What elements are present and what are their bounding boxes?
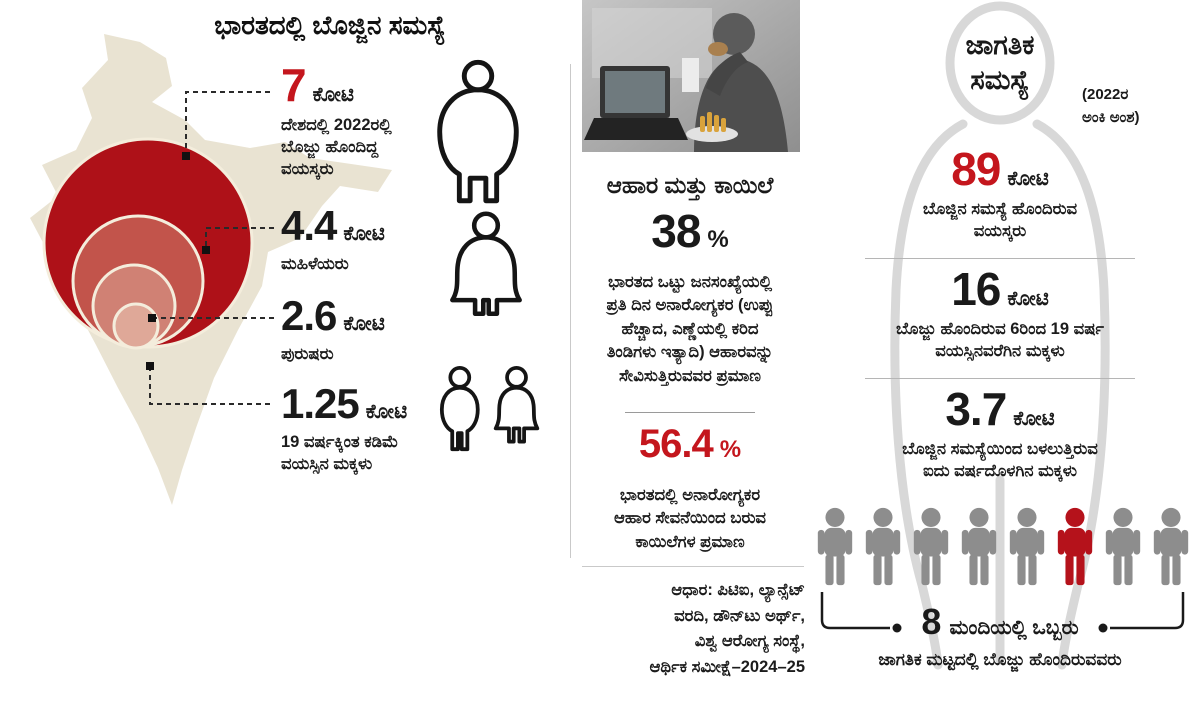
connector-end-square: [182, 152, 190, 160]
photo-burger: [708, 42, 728, 56]
global-body-silhouette: [890, 1, 1110, 670]
stat-desc: ಮಹಿಳೆಯರು: [281, 255, 349, 273]
ratio-bracket: [820, 592, 1185, 633]
stat-value: 38: [651, 205, 701, 257]
stat-unit: %: [707, 226, 729, 253]
stat-value: 3.7: [945, 383, 1007, 435]
stat-divider: [865, 378, 1135, 379]
disease-desc: ಭಾರತದಲ್ಲಿ ಅನಾರೋಗ್ಯಕರ ಆಹಾರ ಸೇವನೆಯಿಂದ ಬರುವ…: [613, 486, 767, 551]
food-section-title: ಆಹಾರ ಮತ್ತು ಕಾಯಿಲೆ: [606, 172, 774, 198]
person-pictogram: [814, 506, 856, 588]
one-in-eight-caption: 8 ಮಂದಿಯಲ್ಲಿ ಒಬ್ಬರು: [890, 604, 1110, 640]
stat-desc: ಪುರುಷರು: [281, 345, 334, 363]
stat-divider: [625, 412, 755, 413]
stat-value: 16: [951, 263, 1001, 315]
stat-desc: ಬೊಜ್ಜಿನ ಸಮಸ್ಯೆ ಹೊಂದಿರುವ ವಯಸ್ಕರು: [922, 200, 1078, 241]
column-divider: [570, 64, 571, 558]
connector-end-square: [202, 246, 210, 254]
connector-line: [149, 370, 270, 405]
stat-divider: [865, 258, 1135, 259]
stat-unit: ಕೋಟಿ: [1007, 288, 1049, 310]
photo-laptop-base: [584, 118, 688, 140]
global-stat-teens: 16 ಕೋಟಿ ಬೊಜ್ಜು ಹೊಂದಿರುವ 6ರಿಂದ 19 ವರ್ಷ ವಯ…: [830, 266, 1170, 362]
connector-end-square: [148, 314, 156, 322]
global-stat-adults: 89 ಕೋಟಿ ಬೊಜ್ಜಿನ ಸಮಸ್ಯೆ ಹೊಂದಿರುವ ವಯಸ್ಕರು: [830, 146, 1170, 242]
global-section-subtitle: (2022ರ ಅಂಕಿ ಅಂಶ): [1082, 86, 1140, 126]
photo-drink-cup: [682, 58, 699, 92]
person-pictogram-highlighted: [1054, 506, 1096, 588]
stat-unit: ಕೋಟಿ: [1007, 168, 1049, 190]
india-stat-children: 1.25 ಕೋಟಿ 19 ವರ್ಷಕ್ಕಿಂತ ಕಡಿಮೆ ವಯಸ್ಸಿನ ಮಕ…: [281, 383, 451, 475]
person-pictogram: [958, 506, 1000, 588]
ratio-label: ಮಂದಿಯಲ್ಲಿ ಒಬ್ಬರು: [949, 617, 1079, 639]
obese-woman-icon: [450, 211, 522, 316]
obese-man-icon: [437, 59, 519, 204]
stat-value: 7: [281, 59, 307, 111]
stat-desc: ಬೊಜ್ಜು ಹೊಂದಿರುವ 6ರಿಂದ 19 ವರ್ಷ ವಯಸ್ಸಿನವರೆ…: [896, 320, 1104, 361]
stat-unit: ಕೋಟಿ: [365, 401, 408, 423]
stat-value: 4.4: [281, 202, 337, 249]
stat-value: 1.25: [281, 380, 360, 427]
photo-fries: [700, 112, 726, 132]
stat-unit: ಕೋಟಿ: [343, 313, 385, 335]
india-stat-women: 4.4 ಕೋಟಿ ಮಹಿಳೆಯರು: [281, 205, 441, 275]
disease-stat: 56.4 %: [570, 424, 810, 464]
source-divider: [582, 566, 804, 567]
obese-children-icons: [439, 366, 540, 452]
india-section-title: ಭಾರತದಲ್ಲಿ ಬೊಜ್ಜಿನ ಸಮಸ್ಯೆ: [214, 10, 446, 40]
global-section-title: ಜಾಗತಿಕ ಸಮಸ್ಯೆ: [965, 30, 1035, 96]
stat-value: 56.4: [638, 422, 714, 466]
connector-end-square: [146, 362, 154, 370]
stat-value: 2.6: [281, 292, 337, 339]
india-map-bubble-chart: [30, 34, 392, 505]
unhealthy-food-desc: ಭಾರತದ ಒಟ್ಟು ಜನಸಂಖ್ಯೆಯಲ್ಲಿ ಪ್ರತಿ ದಿನ ಅನಾರ…: [606, 273, 774, 385]
bubble-1-25-crore: [112, 302, 160, 350]
stat-unit: ಕೋಟಿ: [1013, 408, 1055, 430]
person-pictogram: [1006, 506, 1048, 588]
stat-desc: ಬೊಜ್ಜಿನ ಸಮಸ್ಯೆಯಿಂದ ಬಳಲುತ್ತಿರುವ ಐದು ವರ್ಷದ…: [902, 440, 1098, 481]
photo-man-arm: [706, 52, 748, 96]
stat-unit: ಕೋಟಿ: [343, 223, 385, 245]
person-pictogram: [862, 506, 904, 588]
stat-desc: 19 ವರ್ಷಕ್ಕಿಂತ ಕಡಿಮೆ ವಯಸ್ಸಿನ ಮಕ್ಕಳು: [281, 433, 399, 474]
connector-line: [205, 227, 274, 250]
person-pictogram: [1102, 506, 1144, 588]
unhealthy-food-stat: 38 %: [570, 208, 810, 254]
india-stat-adults: 7 ಕೋಟಿ ದೇಶದಲ್ಲಿ 2022ರಲ್ಲಿ ಬೊಜ್ಜು ಹೊಂದಿದ್…: [281, 62, 441, 180]
source-credit: ಆಧಾರ: ಪಿಟಿಐ, ಲ್ಯಾನ್ಸೆಟ್ ವರದಿ, ಡೌನ್‌ಟು ಅರ…: [649, 581, 805, 676]
person-pictogram: [910, 506, 952, 588]
global-stat-underfive: 3.7 ಕೋಟಿ ಬೊಜ್ಜಿನ ಸಮಸ್ಯೆಯಿಂದ ಬಳಲುತ್ತಿರುವ …: [830, 386, 1170, 482]
stat-value: 89: [951, 143, 1001, 195]
connector-line: [185, 91, 270, 156]
india-stat-men: 2.6 ಕೋಟಿ ಪುರುಷರು: [281, 295, 441, 365]
one-in-eight-desc: ಜಾಗತಿಕ ಮಟ್ಟದಲ್ಲಿ ಬೊಜ್ಜು ಹೊಂದಿರುವವರು: [878, 650, 1122, 669]
ratio-value: 8: [921, 601, 942, 642]
person-pictogram: [1150, 506, 1192, 588]
overeating-photo: [582, 0, 800, 152]
photo-laptop-display: [605, 71, 665, 113]
stat-unit: %: [719, 436, 742, 463]
stat-desc: ದೇಶದಲ್ಲಿ 2022ರಲ್ಲಿ ಬೊಜ್ಜು ಹೊಂದಿದ್ದ ವಯಸ್ಕ…: [281, 116, 392, 179]
stat-unit: ಕೋಟಿ: [312, 84, 354, 106]
one-in-eight-pictograms: [814, 506, 1192, 588]
